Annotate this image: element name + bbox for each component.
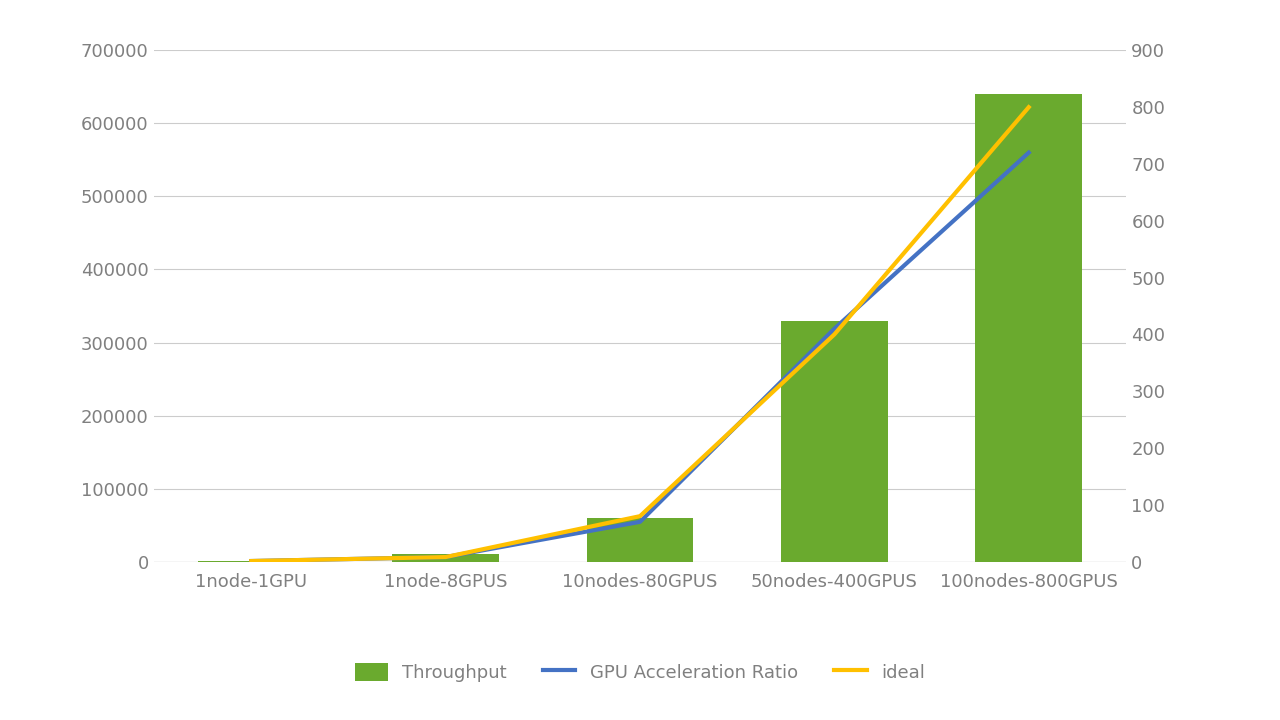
GPU Acceleration Ratio — [827, 325, 842, 333]
Line: GPU Acceleration Ratio: GPU Acceleration Ratio — [251, 153, 1029, 561]
GPU Acceleration Ratio — [632, 518, 648, 526]
ideal — [632, 512, 648, 521]
GPU Acceleration Ratio — [243, 557, 259, 565]
GPU Acceleration Ratio — [438, 553, 453, 562]
ideal — [243, 557, 259, 565]
Bar — [586, 518, 694, 562]
Bar — [781, 320, 888, 562]
ideal — [827, 330, 842, 338]
ideal — [438, 553, 453, 562]
GPU Acceleration Ratio — [1021, 148, 1037, 157]
Bar — [392, 554, 499, 562]
Line: ideal: ideal — [251, 107, 1029, 561]
Bar — [975, 94, 1082, 562]
ideal — [1021, 103, 1037, 112]
Legend: Throughput, GPU Acceleration Ratio, ideal: Throughput, GPU Acceleration Ratio, idea… — [355, 663, 925, 682]
